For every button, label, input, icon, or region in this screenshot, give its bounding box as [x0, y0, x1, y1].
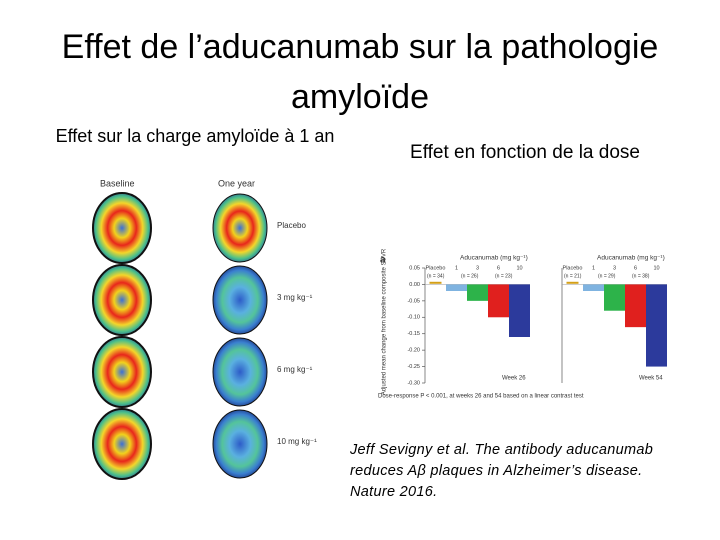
category-label: 6 [497, 265, 500, 271]
footnote: Dose-response P < 0.001, at weeks 26 and… [378, 394, 584, 400]
category-label: 3 [613, 265, 616, 271]
citation-line: reduces Aβ plaques in Alzheimer’s diseas… [350, 463, 643, 479]
bar [583, 284, 604, 291]
citation-line: Jeff Sevigny et al. The antibody aducanu… [350, 442, 654, 458]
bar [467, 284, 488, 301]
n-label: (n = 38) [632, 273, 650, 279]
n-label: (n = 29) [598, 273, 616, 279]
bar [604, 284, 625, 311]
category-label: 10 [516, 265, 522, 271]
row-label: 10 mg kg⁻¹ [277, 437, 317, 446]
left-heading: Effet sur la charge amyloïde à 1 an [55, 126, 335, 146]
n-label: (n = 26) [461, 273, 479, 279]
brain-scan [212, 193, 268, 263]
slide-title: Effet de l’aducanumab sur la pathologie … [61, 28, 659, 116]
y-tick-label: 0.05 [409, 265, 420, 271]
x-axis-label: Week 26 [502, 376, 526, 382]
y-tick-label: -0.25 [407, 364, 420, 370]
panel-label: a [380, 255, 386, 266]
brain-scan [92, 264, 152, 336]
category-label: 1 [455, 265, 458, 271]
row-label: 3 mg kg⁻¹ [277, 293, 313, 302]
n-label: (n = 21) [564, 273, 582, 279]
citation: Jeff Sevigny et al. The antibody aducanu… [350, 440, 710, 503]
category-label: Placebo [426, 265, 446, 271]
y-tick-label: -0.20 [407, 348, 420, 354]
brain-scan [92, 192, 152, 264]
category-label: 3 [476, 265, 479, 271]
chart-title: Aducanumab (mg kg⁻¹) [597, 255, 665, 262]
brain-scan [92, 408, 152, 480]
bar [646, 284, 667, 367]
bar [509, 284, 530, 337]
y-tick-label: -0.30 [407, 380, 420, 386]
column-label: One year [218, 178, 255, 188]
column-label: Baseline [100, 178, 135, 188]
category-label: Placebo [563, 265, 583, 271]
citation-line: Nature 2016. [350, 484, 438, 500]
y-tick-label: -0.10 [407, 315, 420, 321]
bar [625, 284, 646, 328]
brain-scan [212, 265, 268, 335]
brain-scan [212, 337, 268, 407]
n-label: (n = 34) [427, 273, 445, 279]
category-label: 6 [634, 265, 637, 271]
y-tick-label: 0.00 [409, 282, 420, 288]
bar [446, 284, 467, 291]
n-label: (n = 23) [495, 273, 513, 279]
bar [488, 284, 509, 318]
right-heading: Effet en fonction de la dose [410, 142, 640, 163]
y-axis-label: Adjusted mean change from baseline compo… [382, 248, 388, 395]
row-label: Placebo [277, 221, 306, 230]
brain-scan [92, 336, 152, 408]
x-axis-label: Week 54 [639, 376, 663, 382]
brain-images: Baseline One year Placebo 3 mg kg⁻¹ 6 mg kg⁻… [92, 178, 317, 480]
row-label: 6 mg kg⁻¹ [277, 365, 313, 374]
brain-scan [212, 409, 268, 479]
category-label: 1 [592, 265, 595, 271]
category-label: 10 [653, 265, 659, 271]
dose-response-figure: a Adjusted mean change from baseline com… [378, 248, 667, 400]
chart-title: Aducanumab (mg kg⁻¹) [460, 255, 528, 262]
y-tick-label: -0.05 [407, 298, 420, 304]
y-tick-label: -0.15 [407, 331, 420, 337]
